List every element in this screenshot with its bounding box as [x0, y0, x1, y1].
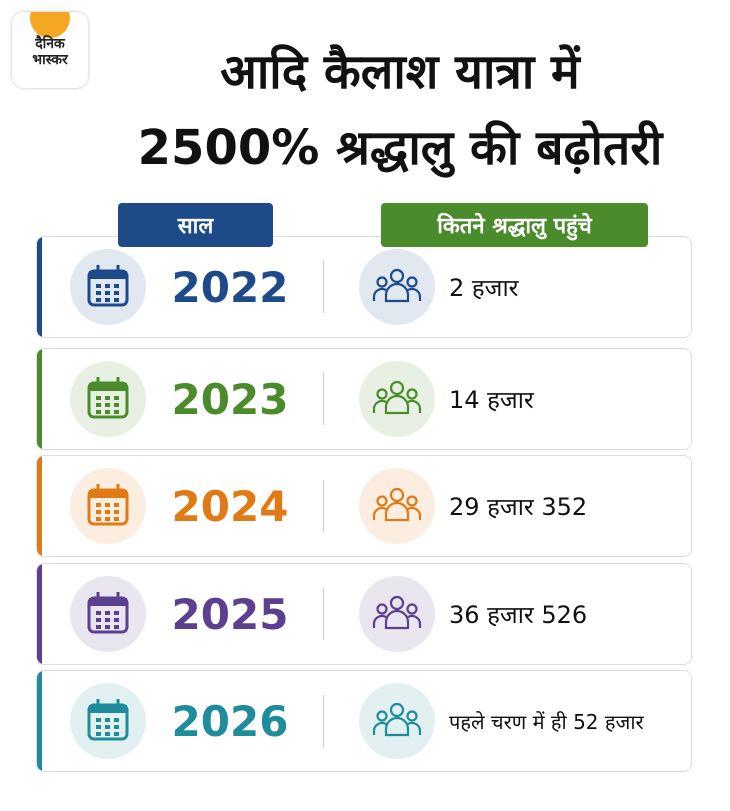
calendar-icon — [70, 249, 146, 325]
divider — [323, 695, 324, 747]
logo-text: भास्कर — [32, 52, 68, 68]
row: 2022 2 हजार — [36, 236, 692, 338]
calendar-icon — [70, 576, 146, 652]
row: 2025 36 हजार 526 — [36, 563, 692, 665]
year: 2026 — [171, 696, 289, 746]
row-accent — [37, 456, 42, 556]
divider — [323, 480, 324, 532]
column-header: कितने श्रद्धालु पहुंचे — [381, 203, 648, 247]
divider — [323, 261, 324, 313]
title: आदि कैलाश यात्रा में — [220, 44, 580, 100]
row: 2024 29 हजार 352 — [36, 455, 692, 557]
calendar-icon — [70, 361, 146, 437]
divider — [323, 588, 324, 640]
row-accent — [37, 237, 42, 337]
year: 2022 — [171, 262, 289, 312]
year: 2023 — [171, 374, 289, 424]
people-icon — [359, 249, 435, 325]
title: 2500% श्रद्धालु की बढ़ोतरी — [137, 120, 663, 176]
logo: दैनिक भास्कर — [12, 12, 88, 88]
count: 29 हजार 352 — [449, 492, 588, 521]
people-icon — [359, 683, 435, 759]
row-accent — [37, 671, 42, 771]
row-accent — [37, 349, 42, 449]
row: 2026 पहले चरण में ही 52 हजार — [36, 670, 692, 772]
calendar-icon — [70, 468, 146, 544]
logo-text: दैनिक — [35, 36, 65, 52]
people-icon — [359, 361, 435, 437]
people-icon — [359, 576, 435, 652]
count: 36 हजार 526 — [449, 600, 588, 629]
count: 2 हजार — [449, 273, 519, 302]
count: पहले चरण में ही 52 हजार — [449, 709, 644, 734]
column-header: साल — [118, 203, 273, 247]
count: 14 हजार — [449, 385, 534, 414]
calendar-icon — [70, 683, 146, 759]
year: 2024 — [171, 481, 289, 531]
divider — [323, 373, 324, 425]
people-icon — [359, 468, 435, 544]
row: 2023 14 हजार — [36, 348, 692, 450]
row-accent — [37, 564, 42, 664]
year: 2025 — [171, 589, 289, 639]
